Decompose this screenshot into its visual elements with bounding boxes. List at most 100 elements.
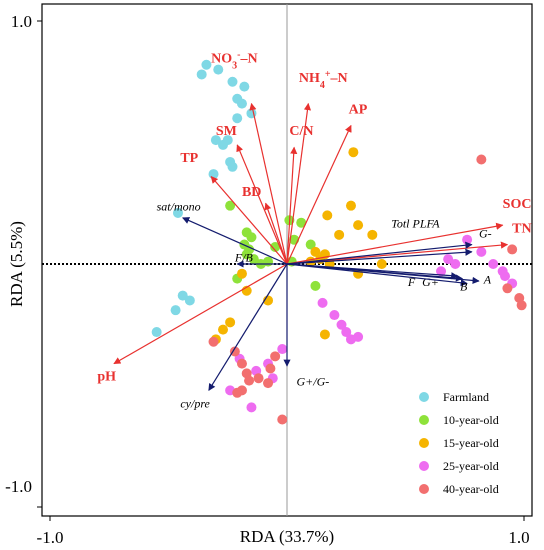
microbe-label-g: G+ bbox=[422, 275, 439, 289]
point-farmland-4 bbox=[239, 81, 250, 92]
legend-label-15-year-old: 15-year-old bbox=[443, 436, 499, 450]
legend-label-10-year-old: 10-year-old bbox=[443, 413, 499, 427]
point-25-year-old-14 bbox=[317, 297, 328, 308]
point-40-year-old-7 bbox=[236, 358, 247, 369]
env-label-ph: pH bbox=[97, 370, 116, 385]
legend-label-40-year-old: 40-year-old bbox=[443, 482, 499, 496]
point-farmland-11 bbox=[210, 135, 221, 146]
point-25-year-old-6 bbox=[443, 254, 454, 265]
point-farmland-18 bbox=[170, 305, 181, 316]
microbe-arrow-cy-pre bbox=[208, 263, 288, 391]
legend-swatch-40-year-old bbox=[419, 484, 429, 494]
point-15-year-old-6 bbox=[310, 246, 321, 257]
point-25-year-old-15 bbox=[277, 344, 288, 355]
point-farmland-0 bbox=[201, 59, 212, 70]
microbe-label-g-g: G+/G- bbox=[296, 375, 329, 389]
point-15-year-old-16 bbox=[218, 324, 229, 335]
env-label-bd: BD bbox=[242, 185, 261, 200]
point-10-year-old-12 bbox=[305, 239, 316, 250]
microbial-vectors: sat/mono Totl PLFA G- F/B F G+ B A G+/G-cy/pre bbox=[157, 200, 492, 411]
point-10-year-old-6 bbox=[248, 254, 259, 265]
point-10-year-old-0 bbox=[225, 200, 236, 211]
microbe-label-f: F bbox=[407, 275, 416, 289]
point-25-year-old-21 bbox=[246, 402, 257, 413]
point-25-year-old-4 bbox=[500, 271, 511, 282]
env-label-nh4-n: NH4+–N bbox=[299, 68, 348, 90]
environmental-vectors: NO3-–N NH4+–NAP C/N SM TP BD SOC TN pH bbox=[97, 49, 531, 385]
point-10-year-old-16 bbox=[310, 280, 321, 291]
legend: Farmland 10-year-old 15-year-old 25-year… bbox=[419, 390, 499, 496]
env-label-sm: SM bbox=[216, 124, 237, 139]
point-25-year-old-10 bbox=[336, 319, 347, 330]
point-25-year-old-13 bbox=[353, 331, 364, 342]
legend-swatch-25-year-old bbox=[419, 461, 429, 471]
point-farmland-15 bbox=[172, 207, 183, 218]
point-10-year-old-2 bbox=[246, 232, 257, 243]
point-25-year-old-8 bbox=[436, 266, 447, 277]
point-10-year-old-10 bbox=[296, 217, 307, 228]
env-arrow-bd bbox=[264, 202, 288, 265]
point-15-year-old-2 bbox=[345, 200, 356, 211]
microbe-label-sat-mono: sat/mono bbox=[157, 200, 201, 214]
point-farmland-17 bbox=[184, 295, 195, 306]
env-label-ap: AP bbox=[349, 102, 368, 117]
point-farmland-8 bbox=[232, 113, 243, 124]
point-40-year-old-10 bbox=[265, 363, 276, 374]
point-40-year-old-15 bbox=[232, 387, 243, 398]
microbe-label-b: B bbox=[460, 280, 468, 294]
point-farmland-14 bbox=[208, 169, 219, 180]
point-40-year-old-13 bbox=[244, 375, 255, 386]
x-tick-label-max: 1.0 bbox=[508, 528, 529, 547]
y-axis-title: RDA (5.5%) bbox=[7, 221, 26, 307]
point-farmland-6 bbox=[236, 98, 247, 109]
y-tick-label-max: 1.0 bbox=[11, 12, 32, 31]
env-arrow-ph bbox=[113, 263, 288, 365]
site-points bbox=[151, 59, 527, 425]
point-farmland-16 bbox=[177, 290, 188, 301]
legend-swatch-15-year-old bbox=[419, 438, 429, 448]
microbe-label-totl-plfa: Totl PLFA bbox=[391, 217, 440, 231]
env-label-tn: TN bbox=[512, 221, 531, 236]
env-arrow-ap bbox=[286, 124, 352, 265]
point-40-year-old-9 bbox=[253, 373, 264, 384]
point-40-year-old-0 bbox=[476, 154, 487, 165]
point-25-year-old-1 bbox=[476, 246, 487, 257]
point-25-year-old-0 bbox=[462, 234, 473, 245]
point-farmland-19 bbox=[151, 327, 162, 338]
point-15-year-old-1 bbox=[322, 210, 333, 221]
point-10-year-old-8 bbox=[263, 256, 274, 267]
y-tick-label-min: -1.0 bbox=[5, 477, 32, 496]
point-40-year-old-6 bbox=[229, 346, 240, 357]
env-label-no3-n: NO3-–N bbox=[211, 49, 257, 71]
point-farmland-3 bbox=[227, 76, 238, 87]
point-farmland-1 bbox=[196, 69, 207, 80]
microbe-arrow-g bbox=[286, 248, 473, 265]
point-15-year-old-5 bbox=[334, 229, 345, 240]
point-10-year-old-5 bbox=[241, 249, 252, 260]
point-25-year-old-7 bbox=[450, 259, 461, 269]
point-farmland-13 bbox=[227, 161, 238, 172]
point-40-year-old-16 bbox=[277, 414, 288, 425]
microbe-arrow-sat-mono bbox=[182, 217, 288, 265]
env-label-tp: TP bbox=[180, 151, 198, 166]
env-arrow-no3-n bbox=[249, 102, 288, 265]
env-label-soc: SOC bbox=[503, 197, 532, 212]
point-15-year-old-3 bbox=[353, 220, 364, 231]
env-arrow-tp bbox=[210, 175, 288, 265]
env-arrow-soc bbox=[286, 222, 504, 265]
legend-label-farmland: Farmland bbox=[443, 390, 489, 404]
point-25-year-old-9 bbox=[329, 310, 340, 321]
env-arrow-sm bbox=[236, 144, 288, 265]
point-15-year-old-15 bbox=[225, 317, 236, 328]
point-farmland-2 bbox=[213, 64, 224, 75]
microbe-label-f-b: F/B bbox=[234, 251, 254, 265]
env-arrow-nh4-n bbox=[286, 102, 312, 265]
point-15-year-old-11 bbox=[376, 259, 387, 269]
x-tick-label-min: -1.0 bbox=[37, 528, 64, 547]
point-15-year-old-14 bbox=[236, 268, 247, 279]
microbe-arrow-totl-plfa bbox=[286, 241, 473, 265]
point-25-year-old-11 bbox=[341, 327, 352, 338]
microbe-arrow-a bbox=[286, 263, 480, 285]
point-farmland-10 bbox=[218, 139, 229, 150]
